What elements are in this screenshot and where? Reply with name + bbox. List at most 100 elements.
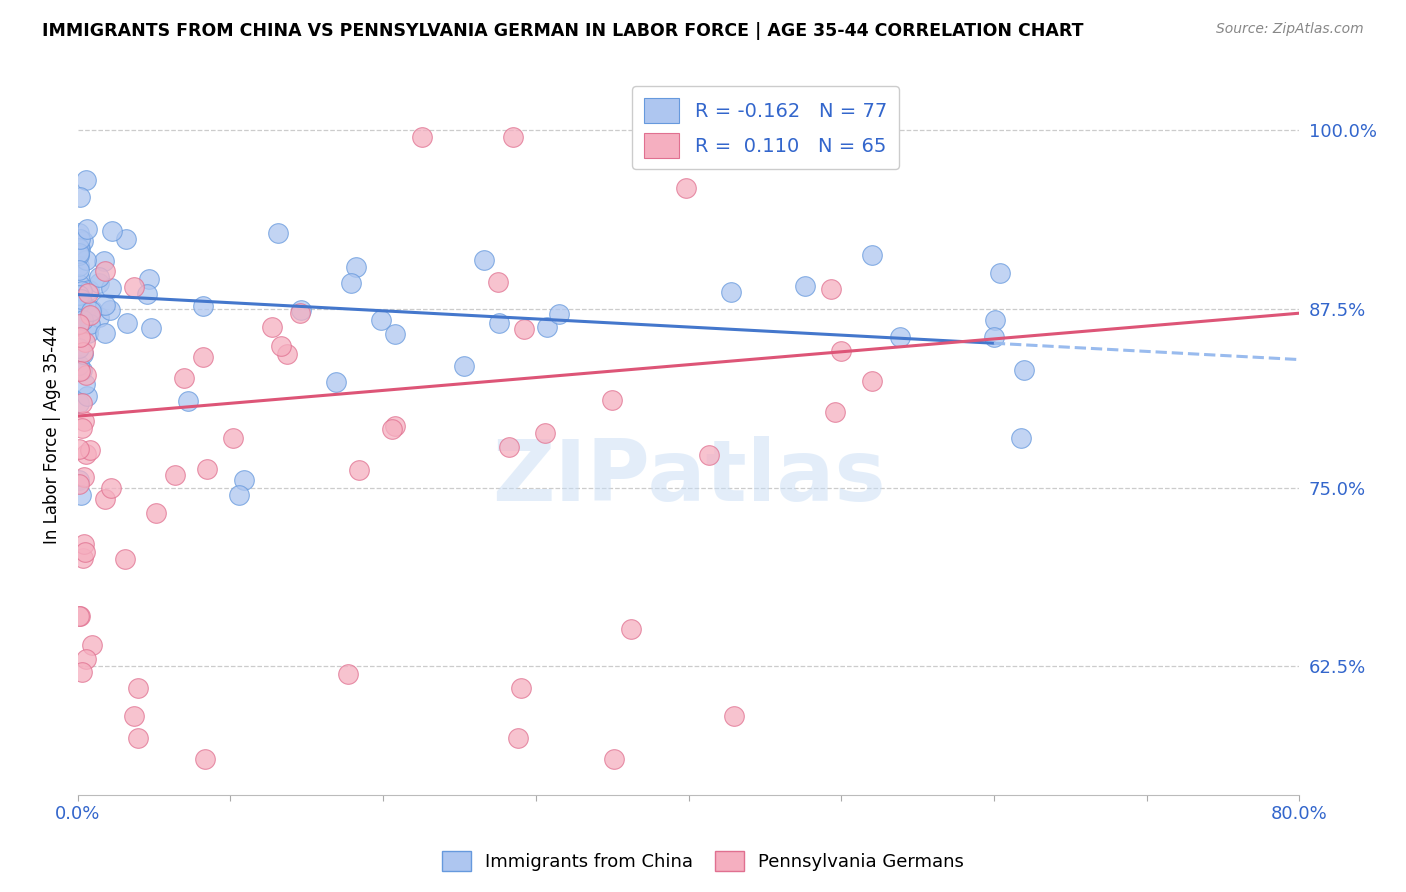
Point: [67, 477, 90, 491]
Point: [75, 173, 97, 187]
Point: [381, 422, 404, 436]
Point: [69, 609, 91, 624]
Point: [93, 254, 115, 268]
Point: [488, 316, 510, 330]
Point: [67, 297, 90, 311]
Point: [70, 292, 93, 306]
Point: [486, 275, 509, 289]
Point: [80, 302, 103, 317]
Point: [73, 335, 96, 350]
Point: [69, 190, 91, 204]
Point: [344, 260, 367, 274]
Point: [67, 248, 90, 262]
Point: [114, 232, 136, 246]
Point: [139, 320, 162, 334]
Legend: Immigrants from China, Pennsylvania Germans: Immigrants from China, Pennsylvania Germ…: [434, 844, 972, 879]
Point: [67, 358, 90, 372]
Y-axis label: In Labor Force | Age 35-44: In Labor Force | Age 35-44: [44, 325, 60, 543]
Point: [67, 317, 90, 331]
Point: [370, 313, 392, 327]
Point: [70, 396, 93, 410]
Point: [603, 752, 626, 766]
Point: [73, 537, 96, 551]
Point: [69, 232, 91, 246]
Point: [67, 245, 90, 260]
Point: [325, 375, 347, 389]
Point: [75, 376, 97, 391]
Point: [67, 317, 90, 331]
Point: [98, 302, 121, 317]
Point: [983, 330, 1005, 344]
Point: [889, 329, 911, 343]
Point: [89, 310, 111, 324]
Point: [260, 319, 283, 334]
Point: [70, 284, 93, 298]
Point: [1010, 431, 1032, 445]
Text: ZIPatlas: ZIPatlas: [492, 436, 886, 519]
Point: [794, 279, 817, 293]
Point: [533, 425, 555, 440]
Point: [114, 552, 136, 566]
Point: [100, 281, 122, 295]
Point: [276, 347, 298, 361]
Point: [384, 419, 406, 434]
Point: [195, 461, 218, 475]
Point: [72, 234, 94, 248]
Point: [173, 371, 195, 385]
Point: [340, 276, 363, 290]
Point: [347, 462, 370, 476]
Point: [498, 440, 520, 454]
Point: [93, 491, 115, 506]
Point: [176, 393, 198, 408]
Point: [127, 681, 149, 695]
Point: [984, 313, 1007, 327]
Point: [89, 270, 111, 285]
Point: [337, 666, 360, 681]
Point: [72, 421, 94, 435]
Legend: R = -0.162   N = 77, R =  0.110   N = 65: R = -0.162 N = 77, R = 0.110 N = 65: [633, 87, 898, 169]
Point: [67, 270, 90, 285]
Point: [101, 224, 124, 238]
Point: [76, 389, 98, 403]
Point: [72, 550, 94, 565]
Point: [75, 252, 97, 267]
Point: [193, 299, 215, 313]
Point: [194, 752, 217, 766]
Point: [411, 130, 433, 145]
Point: [506, 731, 529, 745]
Point: [89, 276, 111, 290]
Point: [100, 481, 122, 495]
Point: [232, 474, 254, 488]
Point: [136, 287, 159, 301]
Point: [222, 431, 245, 445]
Point: [69, 242, 91, 256]
Point: [73, 470, 96, 484]
Point: [82, 638, 104, 652]
Point: [145, 506, 167, 520]
Point: [988, 266, 1011, 280]
Point: [267, 226, 290, 240]
Point: [830, 344, 852, 359]
Point: [270, 339, 292, 353]
Point: [67, 287, 90, 301]
Point: [165, 467, 187, 482]
Point: [72, 665, 94, 680]
Point: [67, 241, 90, 255]
Point: [824, 405, 846, 419]
Point: [193, 350, 215, 364]
Point: [67, 295, 90, 310]
Point: [67, 226, 90, 240]
Point: [70, 488, 93, 502]
Point: [67, 277, 90, 291]
Point: [860, 374, 883, 388]
Point: [820, 282, 842, 296]
Point: [72, 363, 94, 377]
Point: [138, 272, 160, 286]
Point: [76, 326, 98, 340]
Point: [600, 392, 623, 407]
Point: [72, 347, 94, 361]
Point: [723, 709, 745, 723]
Point: [75, 448, 97, 462]
Point: [67, 342, 90, 356]
Point: [384, 327, 406, 342]
